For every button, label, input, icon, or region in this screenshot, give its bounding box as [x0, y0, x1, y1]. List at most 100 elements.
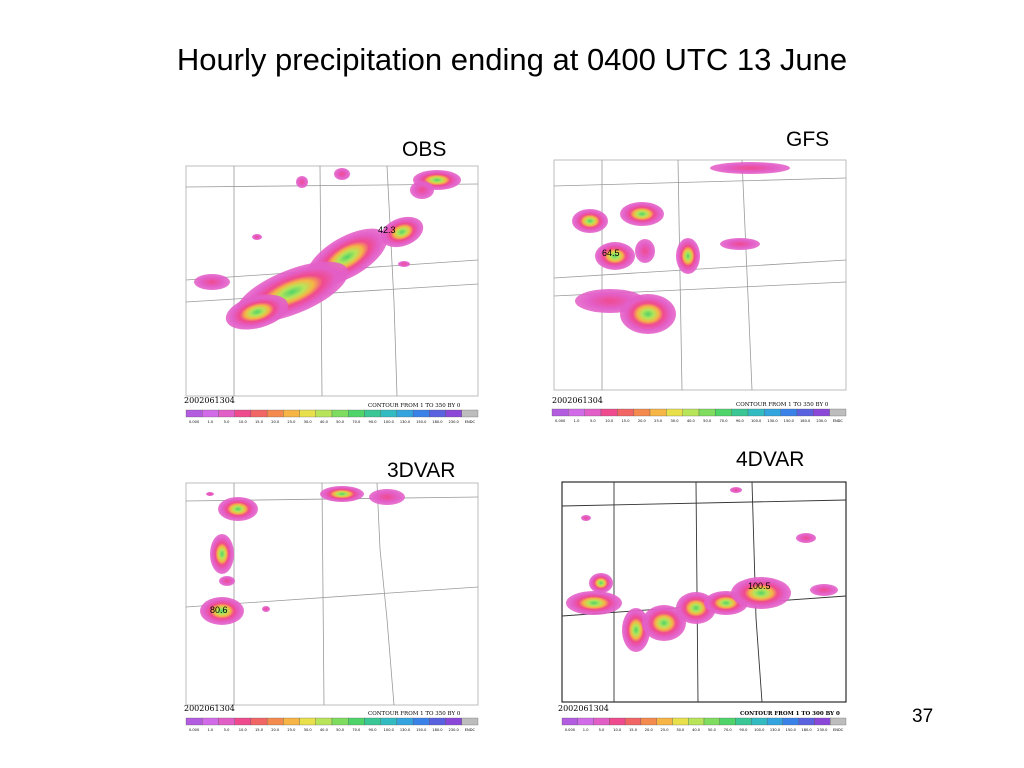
legend-swatch [735, 717, 752, 726]
legend-swatch [688, 717, 705, 726]
legend-tick-label: ENDC [833, 419, 844, 423]
legend-swatch [719, 717, 736, 726]
legend-tick-label: 100.0 [754, 728, 765, 732]
legend-swatch [348, 717, 365, 726]
legend-swatch [609, 717, 626, 726]
panel-label-gfs: GFS [786, 128, 830, 151]
legend-swatch [218, 717, 235, 726]
timestamp: 2002061304 [184, 396, 235, 405]
legend-swatch [568, 408, 585, 417]
color-legend: 0.000 1.0 5.0 10.0 15.0 20.0 25.0 30.0 40.0 50.0 7… [561, 717, 847, 732]
legend-swatch [731, 408, 749, 417]
legend-swatch [299, 717, 316, 726]
legend-tick-label: 230.0 [817, 728, 828, 732]
legend-swatch [640, 717, 657, 726]
legend-tick-label: ENDC [833, 728, 844, 732]
legend-swatch [780, 408, 798, 417]
legend-tick-label: 50.0 [708, 728, 717, 732]
legend-swatch [266, 717, 284, 726]
legend-tick-label: 1.0 [207, 728, 213, 732]
legend-swatch [283, 717, 300, 726]
legend-tick-label: 90.0 [739, 728, 748, 732]
legend-tick-label: 0.000 [555, 419, 566, 423]
legend-tick-label: 230.0 [816, 419, 827, 423]
legend-tick-label: 20.0 [271, 728, 280, 732]
legend-swatch [429, 409, 446, 418]
legend-tick-label: 20.0 [271, 420, 280, 424]
legend-swatch [551, 408, 569, 417]
legend-swatch [234, 409, 252, 418]
legend-swatch [624, 717, 642, 726]
map-panel-4dvar: 100.5 2002061304 CONTOUR FROM 1 TO 300 B… [556, 478, 856, 748]
slide-title: Hourly precipitation ending at 0400 UTC … [176, 42, 848, 77]
legend-tick-label: 130.0 [770, 728, 781, 732]
legend-tick-label: 90.0 [369, 728, 378, 732]
legend-swatch [617, 408, 634, 417]
contour-note: CONTOUR FROM 1 TO 350 BY 0 [736, 402, 829, 408]
contour-note: CONTOUR FROM 1 TO 350 BY 0 [368, 711, 461, 717]
legend-tick-label: 5.0 [224, 420, 230, 424]
legend-tick-label: 70.0 [352, 420, 361, 424]
legend-swatch [764, 408, 781, 417]
map-panel-gfs: 64.5 2002061304 CONTOUR FROM 1 TO 350 BY… [550, 156, 850, 426]
legend-swatch [445, 717, 462, 726]
legend-tick-label: 130.0 [400, 420, 411, 424]
legend-swatch [412, 409, 430, 418]
precip-field [572, 162, 790, 334]
timestamp: 2002061304 [552, 396, 603, 405]
legend-tick-label: 30.0 [304, 420, 313, 424]
legend-tick-label: 180.0 [800, 419, 811, 423]
legend-tick-label: 40.0 [320, 420, 329, 424]
legend-swatch [715, 408, 732, 417]
legend-tick-label: 40.0 [692, 728, 701, 732]
legend-tick-label: 5.0 [599, 728, 605, 732]
legend-tick-label: 1.0 [207, 420, 213, 424]
precip-field [194, 168, 461, 330]
legend-swatch [234, 717, 252, 726]
legend-swatch [649, 408, 667, 417]
legend-swatch [814, 717, 831, 726]
map-panel-3dvar: 80.6 2002061304 CONTOUR FROM 1 TO 350 BY… [182, 479, 482, 749]
legend-swatch [584, 408, 602, 417]
legend-tick-label: 50.0 [336, 728, 345, 732]
legend-swatch [250, 409, 268, 418]
legend-swatch [202, 409, 219, 418]
legend-swatch [315, 409, 333, 418]
legend-tick-label: 70.0 [719, 419, 728, 423]
legend-tick-label: 50.0 [703, 419, 712, 423]
legend-tick-label: 30.0 [670, 419, 679, 423]
legend-swatch [600, 408, 618, 417]
legend-swatch [813, 408, 830, 417]
page-number: 37 [912, 706, 934, 727]
color-legend: 0.000 1.0 5.0 10.0 15.0 20.0 25.0 30.0 40.0 50.0 7… [185, 717, 479, 732]
legend-swatch [218, 409, 235, 418]
legend-tick-label: 100.0 [751, 419, 762, 423]
legend-tick-label: 90.0 [369, 420, 378, 424]
legend-swatch [445, 409, 462, 418]
legend-tick-label: 15.0 [621, 419, 630, 423]
legend-tick-label: 25.0 [654, 419, 663, 423]
legend-tick-label: 15.0 [629, 728, 638, 732]
color-legend: 0.000 1.0 5.0 10.0 15.0 20.0 25.0 30.0 40.0 50.0 7… [551, 408, 847, 423]
legend-swatch [561, 717, 578, 726]
legend-tick-label: 70.0 [724, 728, 733, 732]
legend-tick-label: 15.0 [255, 420, 264, 424]
max-value-label: 42.3 [378, 225, 396, 235]
panel-label-4dvar: 4DVAR [736, 448, 805, 471]
legend-swatch [429, 717, 446, 726]
legend-swatch [703, 717, 720, 726]
legend-swatch [364, 409, 381, 418]
legend-swatch [412, 717, 430, 726]
max-value-label: 80.6 [210, 605, 228, 615]
timestamp: 2002061304 [184, 704, 235, 713]
max-value-label: 100.5 [748, 581, 771, 591]
legend-swatch [266, 409, 284, 418]
contour-note: CONTOUR FROM 1 TO 350 BY 0 [368, 403, 461, 409]
legend-swatch [461, 717, 479, 726]
legend-swatch [798, 717, 815, 726]
legend-swatch [782, 717, 799, 726]
legend-swatch [796, 408, 814, 417]
legend-tick-label: 30.0 [304, 728, 313, 732]
legend-swatch [672, 717, 689, 726]
legend-swatch [461, 409, 479, 418]
